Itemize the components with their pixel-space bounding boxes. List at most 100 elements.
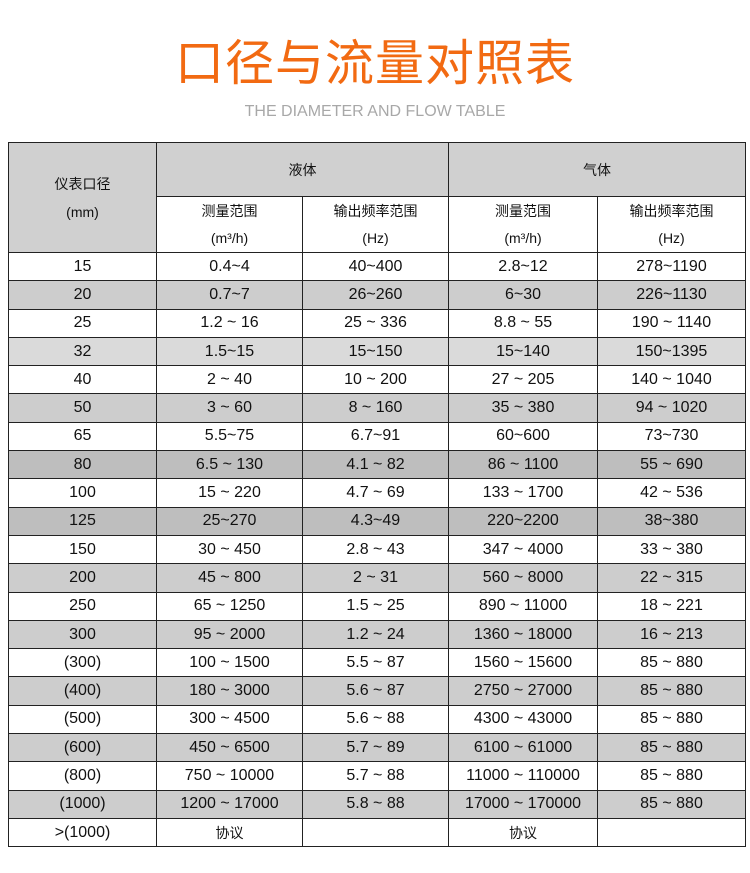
subheader-cell: 测量范围 (m³/h) — [448, 196, 598, 253]
table-row: (1000) 1200 ~ 17000 5.8 ~ 88 17000 ~ 170000… — [8, 789, 746, 819]
cell-liquid-frequency: 4.1 ~ 82 — [302, 450, 449, 480]
cell-liquid-range: 0.7~7 — [156, 280, 303, 310]
cell-liquid-frequency: 10 ~ 200 — [302, 365, 449, 395]
cell-liquid-range: 180 ~ 3000 — [156, 676, 303, 706]
cell-liquid-range: 95 ~ 2000 — [156, 619, 303, 650]
cell-gas-range: 60~600 — [448, 421, 598, 452]
cell-gas-frequency: 85 ~ 880 — [597, 676, 746, 706]
table-row: 300 95 ~ 2000 1.2 ~ 24 1360 ~ 18000 16 ~ 213 — [8, 619, 746, 650]
cell-diameter: >(1000) — [8, 817, 157, 848]
cell-liquid-frequency: 2.8 ~ 43 — [302, 534, 449, 565]
page-title: 口径与流量对照表 — [174, 35, 575, 92]
header-liquid: 液体 — [156, 142, 449, 197]
header-gas: 气体 — [448, 142, 746, 197]
table-row: (500) 300 ~ 4500 5.6 ~ 88 4300 ~ 43000 85 ~ … — [8, 704, 746, 735]
page-subtitle: THE DIAMETER AND FLOW TABLE — [244, 103, 506, 120]
cell-liquid-range: 2 ~ 40 — [156, 365, 303, 395]
cell-diameter: 32 — [8, 336, 157, 367]
cell-gas-range: 1560 ~ 15600 — [448, 648, 598, 678]
subheader-label: 测量范围 — [495, 202, 551, 219]
cell-liquid-frequency: 15~150 — [302, 336, 449, 367]
cell-gas-range: 15~140 — [448, 336, 598, 367]
cell-diameter: 65 — [8, 421, 157, 452]
cell-gas-frequency: 190 ~ 1140 — [597, 308, 746, 338]
cell-diameter: (600) — [8, 733, 157, 763]
cell-gas-frequency: 226~1130 — [597, 280, 746, 310]
table-row: (300) 100 ~ 1500 5.5 ~ 87 1560 ~ 15600 85 ~ … — [8, 648, 746, 678]
subheader-cell: 输出频率范围 (Hz) — [597, 196, 746, 253]
table-row: 100 15 ~ 220 4.7 ~ 69 133 ~ 1700 42 ~ 536 — [8, 478, 746, 508]
cell-liquid-frequency: 2 ~ 31 — [302, 563, 449, 593]
cell-liquid-frequency: 4.3~49 — [302, 506, 449, 536]
cell-diameter: 15 — [8, 251, 157, 282]
table-row: 40 2 ~ 40 10 ~ 200 27 ~ 205 140 ~ 1040 — [8, 365, 746, 395]
table-row: 50 3 ~ 60 8 ~ 160 35 ~ 380 94 ~ 1020 — [8, 393, 746, 423]
cell-liquid-range: 750 ~ 10000 — [156, 761, 303, 791]
subheader-unit: (Hz) — [658, 229, 685, 246]
table-row: (400) 180 ~ 3000 5.6 ~ 87 2750 ~ 27000 85 ~ … — [8, 676, 746, 706]
cell-diameter: 40 — [8, 365, 157, 395]
cell-liquid-frequency: 26~260 — [302, 280, 449, 310]
cell-gas-range: 347 ~ 4000 — [448, 534, 598, 565]
table-row: >(1000) 协议 协议 — [8, 817, 746, 848]
cell-liquid-range: 0.4~4 — [156, 251, 303, 282]
table-row: 65 5.5~75 6.7~91 60~600 73~730 — [8, 421, 746, 452]
cell-gas-range: 560 ~ 8000 — [448, 563, 598, 593]
cell-gas-frequency: 85 ~ 880 — [597, 733, 746, 763]
cell-gas-frequency: 18 ~ 221 — [597, 591, 746, 621]
subheader-unit: (m³/h) — [504, 229, 542, 246]
cell-diameter: 200 — [8, 563, 157, 593]
table-row: 20 0.7~7 26~260 6~30 226~1130 — [8, 280, 746, 310]
cell-liquid-frequency: 6.7~91 — [302, 421, 449, 452]
table-row: (800) 750 ~ 10000 5.7 ~ 88 11000 ~ 110000 85… — [8, 761, 746, 791]
cell-liquid-frequency: 40~400 — [302, 251, 449, 282]
table-row: 200 45 ~ 800 2 ~ 31 560 ~ 8000 22 ~ 315 — [8, 563, 746, 593]
cell-gas-frequency: 42 ~ 536 — [597, 478, 746, 508]
cell-liquid-range: 15 ~ 220 — [156, 478, 303, 508]
cell-liquid-range: 1.2 ~ 16 — [156, 308, 303, 338]
cell-liquid-range: 25~270 — [156, 506, 303, 536]
cell-liquid-frequency: 5.7 ~ 88 — [302, 761, 449, 791]
cell-diameter: (800) — [8, 761, 157, 791]
cell-gas-frequency — [597, 817, 746, 848]
cell-gas-range: 协议 — [448, 817, 598, 848]
cell-gas-frequency: 73~730 — [597, 421, 746, 452]
cell-diameter: (300) — [8, 648, 157, 678]
cell-liquid-frequency: 4.7 ~ 69 — [302, 478, 449, 508]
subheader-unit: (m³/h) — [210, 229, 249, 246]
cell-liquid-range: 30 ~ 450 — [156, 534, 303, 565]
cell-gas-range: 2.8~12 — [448, 251, 598, 282]
cell-liquid-range: 300 ~ 4500 — [156, 704, 303, 735]
table-row: 25 1.2 ~ 16 25 ~ 336 8.8 ~ 55 190 ~ 1140 — [8, 308, 746, 338]
cell-gas-range: 17000 ~ 170000 — [448, 789, 598, 819]
cell-gas-range: 4300 ~ 43000 — [448, 704, 598, 735]
cell-gas-frequency: 85 ~ 880 — [597, 761, 746, 791]
cell-gas-frequency: 150~1395 — [597, 336, 746, 367]
table-row: 15 0.4~4 40~400 2.8~12 278~1190 — [8, 251, 746, 282]
cell-liquid-frequency: 1.2 ~ 24 — [302, 619, 449, 650]
cell-diameter: 100 — [8, 478, 157, 508]
cell-diameter: (400) — [8, 676, 157, 706]
cell-diameter: 20 — [8, 280, 157, 310]
table-row: 250 65 ~ 1250 1.5 ~ 25 890 ~ 11000 18 ~ 221 — [8, 591, 746, 621]
cell-liquid-range: 65 ~ 1250 — [156, 591, 303, 621]
subheader-cell: 输出频率范围 (Hz) — [302, 196, 449, 253]
cell-gas-frequency: 85 ~ 880 — [597, 648, 746, 678]
subheader-label: 输出频率范围 — [333, 202, 418, 219]
cell-gas-range: 11000 ~ 110000 — [448, 761, 598, 791]
header-diameter: 仪表口径 (mm) — [8, 142, 157, 253]
table-row: (600) 450 ~ 6500 5.7 ~ 89 6100 ~ 61000 85 ~ … — [8, 733, 746, 763]
cell-liquid-range: 1200 ~ 17000 — [156, 789, 303, 819]
cell-diameter: 150 — [8, 534, 157, 565]
cell-gas-frequency: 140 ~ 1040 — [597, 365, 746, 395]
cell-gas-range: 8.8 ~ 55 — [448, 308, 598, 338]
cell-liquid-frequency: 25 ~ 336 — [302, 308, 449, 338]
cell-liquid-frequency: 5.5 ~ 87 — [302, 648, 449, 678]
table-row: 80 6.5 ~ 130 4.1 ~ 82 86 ~ 1100 55 ~ 690 — [8, 450, 746, 480]
cell-liquid-frequency: 1.5 ~ 25 — [302, 591, 449, 621]
cell-liquid-range: 100 ~ 1500 — [156, 648, 303, 678]
cell-liquid-frequency — [302, 817, 449, 848]
subheader-label: 测量范围 — [201, 202, 258, 219]
header-diameter-unit: (mm) — [66, 203, 99, 220]
cell-gas-range: 86 ~ 1100 — [448, 450, 598, 480]
